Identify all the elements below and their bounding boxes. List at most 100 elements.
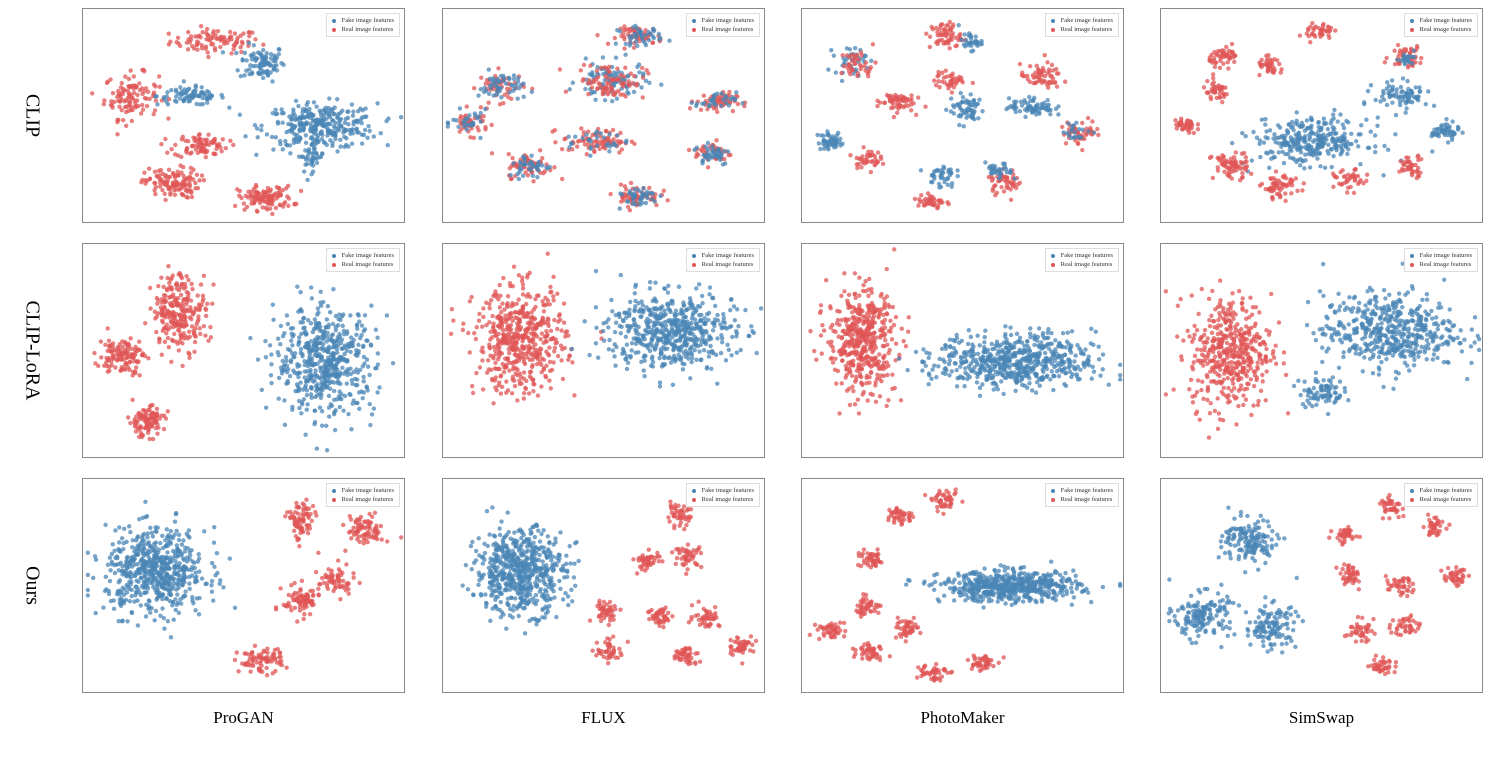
real-point <box>549 289 554 295</box>
fake-point <box>1329 164 1334 170</box>
real-point <box>960 80 965 85</box>
fake-point <box>1304 118 1310 123</box>
real-point <box>231 43 237 48</box>
real-point <box>1050 76 1056 81</box>
fake-point <box>454 118 459 123</box>
real-point <box>122 367 128 372</box>
real-point <box>253 37 258 42</box>
real-point <box>286 203 291 209</box>
real-point <box>994 190 1000 196</box>
real-point <box>639 65 645 71</box>
real-point <box>1333 28 1338 33</box>
fake-point <box>507 76 512 82</box>
fake-point <box>1290 155 1295 161</box>
real-point <box>1415 154 1420 159</box>
real-point <box>147 96 152 102</box>
real-point <box>1352 167 1357 173</box>
fake-point <box>276 47 281 52</box>
real-point <box>523 301 529 307</box>
real-point <box>179 137 185 142</box>
fake-point <box>529 161 535 166</box>
real-point <box>153 84 158 89</box>
fake-point <box>635 43 640 48</box>
real-point <box>552 317 557 323</box>
fake-point <box>1315 145 1320 150</box>
fake-point <box>1334 131 1339 136</box>
fake-point <box>310 157 316 163</box>
real-point <box>1205 78 1210 84</box>
real-point <box>485 358 491 363</box>
real-point <box>127 359 133 364</box>
real-point <box>203 154 208 160</box>
real-point <box>188 151 193 156</box>
real-point <box>199 43 205 48</box>
fake-point <box>1305 145 1310 150</box>
row-label: CLIP <box>21 93 44 137</box>
fake-point <box>511 161 516 166</box>
fake-point <box>350 113 356 118</box>
fake-point <box>628 41 633 46</box>
legend-marker-icon <box>1409 27 1414 32</box>
fake-point <box>373 366 378 371</box>
real-point <box>1049 62 1055 68</box>
real-point <box>1222 169 1227 174</box>
fake-point <box>1431 103 1437 109</box>
fake-point <box>302 330 307 336</box>
fake-point <box>349 141 355 146</box>
real-point <box>618 182 624 187</box>
real-point <box>895 94 901 99</box>
fake-point <box>1070 126 1075 132</box>
real-point <box>483 81 488 86</box>
scatter-plot <box>1173 20 1465 204</box>
real-point <box>118 98 123 104</box>
fake-point <box>384 118 389 124</box>
real-point <box>1327 35 1332 41</box>
real-point <box>205 50 210 55</box>
real-point <box>169 275 174 281</box>
real-point <box>153 412 158 417</box>
fake-point <box>312 378 317 383</box>
real-point <box>116 117 121 123</box>
real-point <box>237 188 242 194</box>
fake-point <box>308 285 314 290</box>
fake-point <box>324 423 329 429</box>
real-point <box>1408 163 1414 168</box>
real-point <box>513 310 518 315</box>
fake-point <box>304 341 309 346</box>
fake-point <box>709 155 715 160</box>
fake-point <box>319 329 325 334</box>
real-point <box>125 415 131 420</box>
real-point <box>153 191 158 197</box>
fake-point <box>588 144 594 150</box>
fake-point <box>317 405 323 410</box>
real-point <box>496 66 501 71</box>
real-point <box>873 60 878 65</box>
real-point <box>524 351 529 357</box>
fake-point <box>1303 158 1308 163</box>
real-point <box>186 308 192 314</box>
real-point <box>1264 53 1269 59</box>
real-point <box>1017 180 1023 186</box>
real-point <box>515 398 520 403</box>
real-point <box>177 43 183 49</box>
real-point <box>863 60 869 65</box>
fake-point <box>932 174 937 179</box>
real-point <box>531 179 536 184</box>
fake-point <box>486 67 492 72</box>
fake-point <box>853 45 858 51</box>
fake-point <box>288 359 294 365</box>
fake-point <box>1319 143 1324 148</box>
fake-point <box>303 140 309 145</box>
real-point <box>177 339 182 344</box>
fake-point <box>297 137 303 142</box>
fake-point <box>490 79 495 84</box>
fake-point <box>1258 154 1263 160</box>
fake-point <box>283 354 289 360</box>
column-label: PhotoMaker <box>920 708 1005 727</box>
real-point <box>204 139 209 144</box>
fake-point <box>261 47 266 53</box>
legend-label: Fake image features <box>341 17 394 24</box>
real-point <box>172 184 177 189</box>
real-point <box>705 165 711 170</box>
real-point <box>178 284 183 290</box>
